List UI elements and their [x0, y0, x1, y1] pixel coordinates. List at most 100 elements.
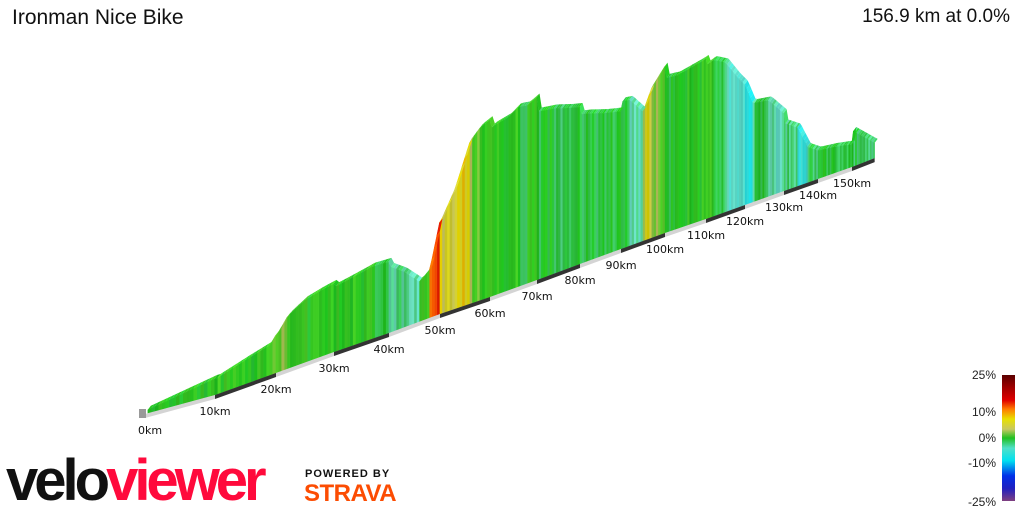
profile-segment-top	[678, 69, 684, 75]
profile-segment-top	[531, 95, 538, 102]
profile-segment	[301, 300, 305, 365]
profile-segment	[179, 393, 184, 405]
profile-segment	[403, 271, 407, 328]
profile-segment-top	[263, 343, 270, 350]
profile-segment-top	[182, 387, 190, 394]
profile-segment-top	[369, 262, 375, 269]
profile-segment-top	[403, 267, 410, 274]
profile-segment-top	[254, 349, 261, 355]
profile-segment-top	[824, 144, 830, 150]
profile-segment-top	[238, 358, 245, 365]
profile-segment-top	[469, 134, 475, 143]
profile-segment-top	[797, 123, 802, 131]
profile-segment-top	[787, 120, 792, 125]
profile-segment	[834, 146, 837, 174]
profile-segment-top	[668, 72, 674, 78]
profile-segment	[371, 265, 375, 340]
strava-logo: STRAVA	[304, 480, 397, 507]
profile-segment	[775, 106, 778, 195]
profile-segment-top	[573, 103, 579, 108]
profile-segment-top	[858, 129, 863, 135]
profile-segment	[666, 77, 669, 233]
profile-segment	[491, 125, 495, 297]
profile-segment	[591, 113, 595, 260]
profile-segment-top	[289, 307, 296, 315]
profile-segment	[785, 123, 788, 191]
profile-segment-top	[454, 178, 460, 190]
profile-segment-top	[175, 391, 183, 397]
profile-segment	[614, 111, 617, 252]
profile-segment-top	[411, 272, 417, 279]
profile-segment-top	[250, 350, 258, 357]
profile-segment-top	[779, 105, 785, 112]
profile-segment	[388, 261, 392, 334]
profile-segment	[659, 69, 663, 236]
profile-segment	[232, 365, 236, 389]
profile-segment-top	[646, 90, 653, 101]
profile-segment	[744, 84, 747, 206]
profile-segment-top	[203, 378, 211, 384]
distance-tick-label: 40km	[373, 343, 404, 356]
profile-segment	[713, 60, 716, 217]
profile-segment	[566, 107, 570, 270]
profile-segment-top	[498, 117, 505, 123]
profile-segment	[695, 63, 698, 223]
distance-axis-band	[389, 314, 440, 337]
profile-segment	[633, 102, 637, 245]
profile-segment-top	[583, 109, 589, 114]
legend-label-max: 25%	[971, 368, 996, 382]
profile-segment-top	[727, 60, 733, 67]
profile-segment	[253, 352, 258, 382]
distance-labels: 0km 10km 20km 30km 40km 50km 60km 70km 80km 90km 1…	[138, 177, 871, 437]
distance-axis-band	[818, 167, 852, 183]
profile-segment	[330, 283, 334, 354]
profile-segment	[456, 174, 460, 309]
profile-segment-top	[651, 80, 657, 89]
profile-segment	[544, 109, 548, 278]
profile-segment-top	[752, 98, 758, 104]
profile-segment	[622, 100, 626, 249]
profile-segment-top	[505, 113, 512, 119]
profile-segment-top	[635, 101, 642, 108]
profile-segment	[732, 71, 736, 210]
profile-segment-top	[318, 286, 325, 292]
profile-segment	[557, 107, 561, 273]
profile-segment	[711, 59, 714, 218]
profile-segment-top	[380, 259, 386, 265]
profile-segment	[620, 101, 623, 250]
distance-tick-label: 120km	[726, 215, 764, 228]
profile-segment	[572, 107, 576, 267]
profile-segment-top	[566, 103, 572, 109]
profile-segment	[298, 302, 302, 366]
profile-segment-top	[804, 135, 809, 144]
profile-segment	[730, 68, 734, 211]
profile-segment	[682, 70, 686, 228]
profile-segment	[800, 133, 803, 186]
profile-segment-top	[711, 56, 717, 62]
profile-segment-top	[869, 136, 875, 142]
profile-segment	[352, 275, 356, 346]
profile-segment-top	[439, 214, 445, 223]
profile-segment	[676, 74, 680, 230]
profile-segment	[259, 348, 264, 380]
profile-segment-top	[664, 62, 670, 78]
profile-segment	[831, 147, 834, 175]
profile-segment-top	[729, 62, 734, 70]
profile-segment	[244, 358, 249, 385]
profile-segment-top	[266, 341, 273, 348]
distance-axis-band	[276, 352, 334, 377]
profile-segment	[606, 112, 609, 255]
profile-segment	[327, 285, 331, 355]
profile-segment	[286, 313, 291, 370]
profile-segment	[719, 60, 722, 215]
profile-segment	[496, 122, 500, 295]
profile-segment	[570, 107, 574, 268]
profile-segment	[226, 369, 230, 392]
profile-segment	[510, 111, 514, 290]
profile-segment	[717, 60, 720, 216]
profile-segment-top	[515, 103, 521, 111]
profile-segment-top	[802, 132, 808, 140]
profile-segment-top	[805, 139, 811, 147]
profile-segment	[476, 127, 480, 302]
profile-segment-top	[754, 98, 760, 104]
